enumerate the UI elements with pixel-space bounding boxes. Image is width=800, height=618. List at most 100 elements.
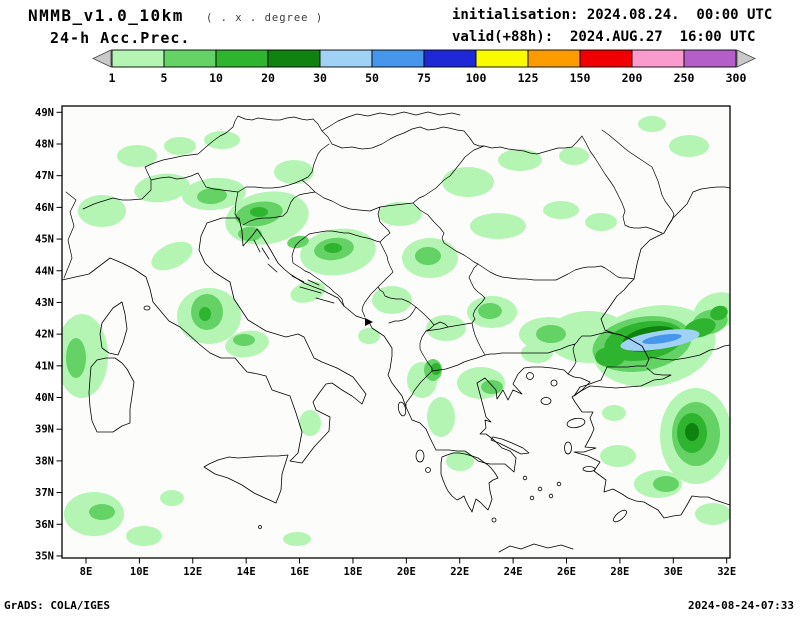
precip-area bbox=[299, 410, 321, 436]
y-tick-label: 46N bbox=[35, 202, 54, 214]
island bbox=[491, 517, 497, 523]
colorbar-tick-label: 1 bbox=[109, 71, 116, 85]
precip-area bbox=[324, 243, 342, 253]
precip-area bbox=[431, 363, 441, 375]
precip-area bbox=[710, 305, 728, 321]
precip-area bbox=[595, 347, 625, 367]
precip-area bbox=[151, 241, 193, 271]
x-tick-label: 12E bbox=[183, 566, 202, 578]
island bbox=[566, 417, 586, 429]
island bbox=[550, 379, 558, 387]
precip-area bbox=[638, 116, 666, 132]
precip-area bbox=[233, 334, 255, 346]
borders-west-balkan bbox=[291, 230, 486, 408]
colorbar-tick-label: 75 bbox=[417, 71, 431, 85]
colorbar-group: 1 5 10 20 30 50 75 100 125 150 200 250 300 bbox=[92, 49, 756, 85]
y-tick-label: 48N bbox=[35, 138, 54, 150]
y-tick-label: 45N bbox=[35, 234, 54, 246]
island bbox=[548, 493, 554, 499]
y-tick-label: 36N bbox=[35, 519, 54, 531]
precip-area bbox=[685, 423, 699, 441]
adriatic-islands bbox=[253, 239, 335, 304]
precip-area bbox=[78, 195, 126, 227]
precip-shading bbox=[62, 116, 730, 546]
coastlines bbox=[62, 186, 730, 553]
x-tick-label: 28E bbox=[610, 566, 629, 578]
y-tick-label: 35N bbox=[35, 550, 54, 562]
precip-area bbox=[160, 490, 184, 506]
x-tick-label: 10E bbox=[130, 566, 149, 578]
precip-area bbox=[478, 303, 502, 319]
x-tick-label: 24E bbox=[504, 566, 523, 578]
y-tick-label: 43N bbox=[35, 297, 54, 309]
map-axes: 49N 48N 47N 46N 45N 44N 43N 42N 41N 40N 39N 38N 37N 3… bbox=[35, 107, 736, 578]
y-tick-label: 47N bbox=[35, 170, 54, 182]
y-tick-label: 40N bbox=[35, 392, 54, 404]
x-tick-label: 32E bbox=[717, 566, 736, 578]
creation-timestamp: 2024-08-24-07:33 bbox=[688, 599, 794, 612]
coastline-anatolia-blacksea bbox=[649, 344, 730, 361]
precip-area bbox=[695, 503, 730, 525]
coastline-sicily bbox=[203, 454, 289, 504]
island bbox=[537, 486, 543, 492]
colorbar-cell bbox=[423, 49, 477, 68]
precip-area bbox=[442, 167, 494, 197]
precip-area bbox=[585, 213, 617, 231]
colorbar-tick-label: 5 bbox=[161, 71, 168, 85]
island bbox=[397, 401, 407, 417]
location-marker bbox=[365, 318, 373, 326]
island bbox=[522, 475, 528, 481]
colorbar-cell bbox=[475, 49, 529, 68]
precip-area bbox=[536, 325, 566, 343]
island bbox=[415, 449, 425, 463]
precip-area bbox=[600, 445, 636, 467]
colorbar-cell bbox=[579, 49, 633, 68]
x-tick-label: 26E bbox=[557, 566, 576, 578]
precip-area bbox=[559, 147, 589, 165]
coastline-peloponnese bbox=[440, 452, 499, 513]
x-tick-label: 22E bbox=[450, 566, 469, 578]
coastline-corsica bbox=[99, 301, 128, 356]
map-inner bbox=[62, 111, 730, 553]
initialisation-line: initialisation: 2024.08.24. 00:00 UTC bbox=[452, 7, 773, 23]
coastline-anatolia bbox=[571, 367, 730, 519]
colorbar-cell bbox=[111, 49, 165, 68]
island bbox=[540, 397, 552, 405]
precip-area bbox=[197, 187, 227, 205]
x-tick-label: 8E bbox=[80, 566, 93, 578]
colorbar-cell bbox=[527, 49, 581, 68]
colorbar-tick-label: 150 bbox=[570, 71, 591, 85]
precip-area bbox=[117, 145, 157, 167]
map-clipped-content bbox=[62, 111, 730, 553]
precip-area bbox=[543, 201, 579, 219]
coastline-sardinia bbox=[88, 357, 135, 433]
precip-area bbox=[274, 160, 314, 184]
precip-area bbox=[372, 286, 412, 314]
island bbox=[529, 495, 535, 501]
y-tick-label: 37N bbox=[35, 487, 54, 499]
colorbar-underflow-arrow bbox=[92, 49, 112, 68]
colorbar-tick-label: 300 bbox=[726, 71, 747, 85]
island bbox=[613, 509, 627, 523]
precip-area bbox=[134, 173, 190, 203]
precip-area bbox=[481, 380, 503, 394]
y-tick-label: 42N bbox=[35, 329, 54, 341]
precip-area bbox=[669, 135, 709, 157]
borders-romania-moldova bbox=[483, 129, 675, 234]
colorbar-overflow-arrow bbox=[736, 49, 756, 68]
colorbar-cell bbox=[267, 49, 321, 68]
precip-area bbox=[378, 202, 422, 226]
precip-area bbox=[602, 405, 626, 421]
precip-area bbox=[126, 526, 162, 546]
forecast-map: 49N 48N 47N 46N 45N 44N 43N 42N 41N 40N 39N 38N 37N 3… bbox=[35, 105, 736, 578]
island bbox=[143, 305, 151, 311]
colorbar-tick-label: 10 bbox=[209, 71, 223, 85]
product-title: 24-h Acc.Prec. bbox=[50, 29, 191, 47]
colorbar-cell bbox=[215, 49, 269, 68]
coastline-crete bbox=[498, 543, 574, 553]
precip-area bbox=[358, 328, 380, 344]
precip-area bbox=[642, 333, 682, 345]
aegean-islands bbox=[143, 305, 627, 529]
model-title: NMMB_v1.0_10km bbox=[28, 6, 184, 25]
precip-area bbox=[290, 281, 326, 303]
